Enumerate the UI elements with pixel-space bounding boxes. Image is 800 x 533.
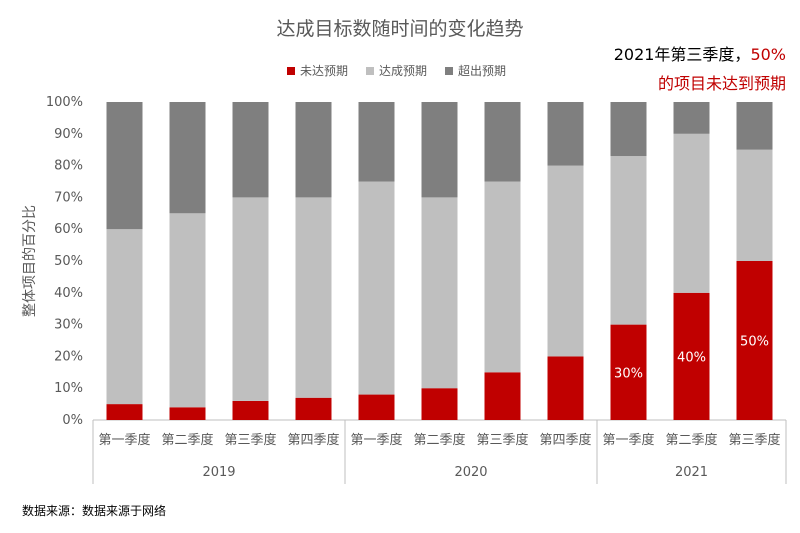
bar-segment-1 <box>169 213 206 408</box>
y-tick-label: 30% <box>54 318 83 333</box>
bar-segment-2 <box>106 102 143 230</box>
bar-segment-1 <box>106 229 143 405</box>
bar-segment-2 <box>673 102 710 134</box>
bar-segment-1 <box>295 197 332 398</box>
legend-label-met: 达成预期 <box>379 64 428 78</box>
x-tick-label: 第一季度 <box>350 432 402 448</box>
legend-swatch-exceeded <box>445 66 454 75</box>
y-tick-label: 60% <box>54 222 83 237</box>
legend-item-not-met: 未达预期 <box>287 62 348 79</box>
group-label: 2020 <box>454 465 487 480</box>
legend-item-exceeded: 超出预期 <box>445 62 506 79</box>
bar-segment-1 <box>736 149 773 261</box>
y-tick-label: 40% <box>54 286 83 301</box>
y-tick-label: 50% <box>54 254 83 269</box>
x-tick-label: 第二季度 <box>665 432 717 448</box>
bar-segment-2 <box>610 102 647 157</box>
bar-segment-2 <box>232 102 269 198</box>
bar-segment-2 <box>295 102 332 198</box>
legend: 未达预期 达成预期 超出预期 <box>287 62 506 79</box>
data-label: 50% <box>740 335 769 350</box>
bar-segment-0 <box>610 324 647 420</box>
bar-segment-1 <box>421 197 458 389</box>
bar-segment-0 <box>547 356 584 420</box>
x-tick-label: 第一季度 <box>602 432 654 448</box>
y-tick-label: 100% <box>46 95 83 110</box>
y-tick-label: 90% <box>54 127 83 142</box>
bar-segment-1 <box>484 181 521 373</box>
bar-segment-0 <box>169 407 206 420</box>
bar-segment-0 <box>106 404 143 420</box>
group-label: 2021 <box>675 465 708 480</box>
bar-segment-0 <box>673 292 710 420</box>
bar-segment-2 <box>547 102 584 166</box>
x-tick-label: 第四季度 <box>287 432 339 448</box>
data-label: 40% <box>677 350 706 365</box>
y-tick-label: 0% <box>62 413 83 428</box>
bar-segment-1 <box>232 197 269 401</box>
bar-segment-2 <box>358 102 395 182</box>
x-tick-label: 第二季度 <box>161 432 213 448</box>
bar-segment-0 <box>295 397 332 420</box>
legend-item-met: 达成预期 <box>366 62 427 79</box>
x-tick-label: 第四季度 <box>539 432 591 448</box>
bar-segment-2 <box>736 102 773 150</box>
annotation-line-1: 2021年第三季度，50% <box>614 40 786 69</box>
bar-segment-0 <box>484 372 521 420</box>
annotation-prefix: 2021年第三季度， <box>613 45 751 64</box>
y-tick-label: 10% <box>54 381 83 396</box>
bar-segment-0 <box>736 261 773 420</box>
bar-segment-0 <box>232 400 269 420</box>
y-axis-label: 整体项目的百分比 <box>22 205 38 317</box>
group-label: 2019 <box>202 465 235 480</box>
legend-label-not-met: 未达预期 <box>300 64 349 78</box>
data-label: 30% <box>614 366 643 381</box>
annotation-highlight: 50% <box>750 45 786 64</box>
x-tick-label: 第二季度 <box>413 432 465 448</box>
bar-segment-1 <box>358 181 395 395</box>
x-tick-label: 第一季度 <box>98 432 150 448</box>
bar-segment-2 <box>169 102 206 214</box>
bar-segment-2 <box>421 102 458 198</box>
bar-segment-2 <box>484 102 521 182</box>
y-tick-label: 20% <box>54 349 83 364</box>
source-note: 数据来源：数据来源于网络 <box>22 504 167 518</box>
x-tick-label: 第三季度 <box>224 432 276 448</box>
y-tick-label: 80% <box>54 159 83 174</box>
bar-segment-1 <box>610 156 647 325</box>
chart-title: 达成目标数随时间的变化趋势 <box>276 18 524 40</box>
bar-segment-0 <box>358 394 395 420</box>
annotation-callout: 2021年第三季度，50% 的项目未达到预期 <box>614 40 786 98</box>
legend-label-exceeded: 超出预期 <box>458 64 507 78</box>
bar-segment-0 <box>421 388 458 420</box>
legend-swatch-met <box>366 66 375 75</box>
bar-segment-1 <box>673 133 710 293</box>
x-tick-label: 第三季度 <box>728 432 780 448</box>
y-tick-label: 70% <box>54 190 83 205</box>
x-tick-label: 第三季度 <box>476 432 528 448</box>
legend-swatch-not-met <box>287 66 295 75</box>
bar-segment-1 <box>547 165 584 357</box>
annotation-line-2: 的项目未达到预期 <box>657 74 786 93</box>
